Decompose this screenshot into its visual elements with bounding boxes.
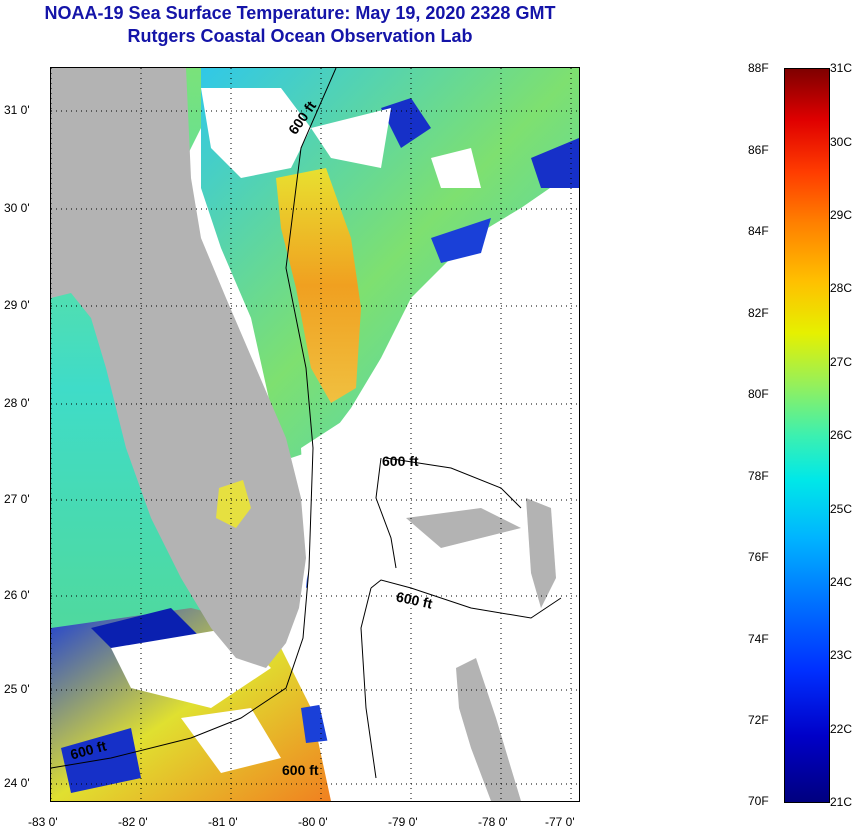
colorbar-f-label: 80F	[748, 387, 769, 401]
lon-label: -78 0'	[478, 815, 508, 829]
contour-line-south-2	[360, 587, 377, 779]
contour-line-bahamas-2	[375, 457, 397, 569]
lon-label: -80 0'	[298, 815, 328, 829]
sst-map-image	[51, 68, 579, 801]
colorbar-f-label: 70F	[748, 794, 769, 808]
colorbar-f-label: 76F	[748, 550, 769, 564]
colorbar-f-label: 84F	[748, 224, 769, 238]
colorbar-c-label: 21C	[830, 795, 853, 809]
lon-label: -81 0'	[208, 815, 238, 829]
map-subtitle: Rutgers Coastal Ocean Observation Lab	[127, 26, 473, 46]
colorbar-c-label: 25C	[830, 502, 853, 516]
colorbar-f-label: 78F	[748, 469, 769, 483]
colorbar-f-label: 88F	[748, 61, 769, 75]
colorbar-f-label: 82F	[748, 306, 769, 320]
contour-line-south	[370, 579, 562, 619]
lon-label: -77 0'	[545, 815, 575, 829]
colorbar-c-label: 31C	[830, 61, 853, 75]
bahamas-abaco	[526, 498, 556, 608]
lat-label: 25 0'	[4, 682, 30, 696]
colorbar-c-label: 22C	[830, 722, 853, 736]
okeechobee-lake	[216, 480, 251, 528]
map-title: NOAA-19 Sea Surface Temperature: May 19,…	[44, 3, 556, 23]
contour-label-south: 600 ft	[282, 762, 319, 778]
colorbar-c-label: 29C	[830, 208, 853, 222]
graticule	[51, 68, 579, 801]
lat-label: 27 0'	[4, 492, 30, 506]
temperature-colorbar	[784, 68, 830, 803]
colorbar-f-label: 86F	[748, 143, 769, 157]
atlantic-sst-field	[201, 68, 579, 458]
colorbar-c-label: 30C	[830, 135, 853, 149]
colorbar-f-label: 74F	[748, 632, 769, 646]
colorbar-c-label: 23C	[830, 648, 853, 662]
colorbar-c-label: 26C	[830, 428, 853, 442]
lat-label: 24 0'	[4, 776, 30, 790]
bahamas-andros	[456, 658, 521, 801]
contour-line-florida	[51, 68, 337, 769]
gulf-stream-warm-band	[276, 168, 361, 403]
colorbar-c-label: 28C	[830, 281, 853, 295]
lat-label: 31 0'	[4, 103, 30, 117]
sst-map	[50, 67, 580, 802]
contour-line-bahamas	[385, 457, 522, 509]
lat-label: 26 0'	[4, 588, 30, 602]
lon-label: -83 0'	[28, 815, 58, 829]
colorbar-c-label: 27C	[830, 355, 853, 369]
lat-label: 28 0'	[4, 396, 30, 410]
bahamas-grand-bahama	[406, 508, 521, 548]
lon-label: -82 0'	[118, 815, 148, 829]
colorbar-f-label: 72F	[748, 713, 769, 727]
lon-label: -79 0'	[388, 815, 418, 829]
lat-label: 29 0'	[4, 298, 30, 312]
lat-label: 30 0'	[4, 201, 30, 215]
colorbar-c-label: 24C	[830, 575, 853, 589]
contour-label-bahamas: 600 ft	[382, 453, 419, 469]
